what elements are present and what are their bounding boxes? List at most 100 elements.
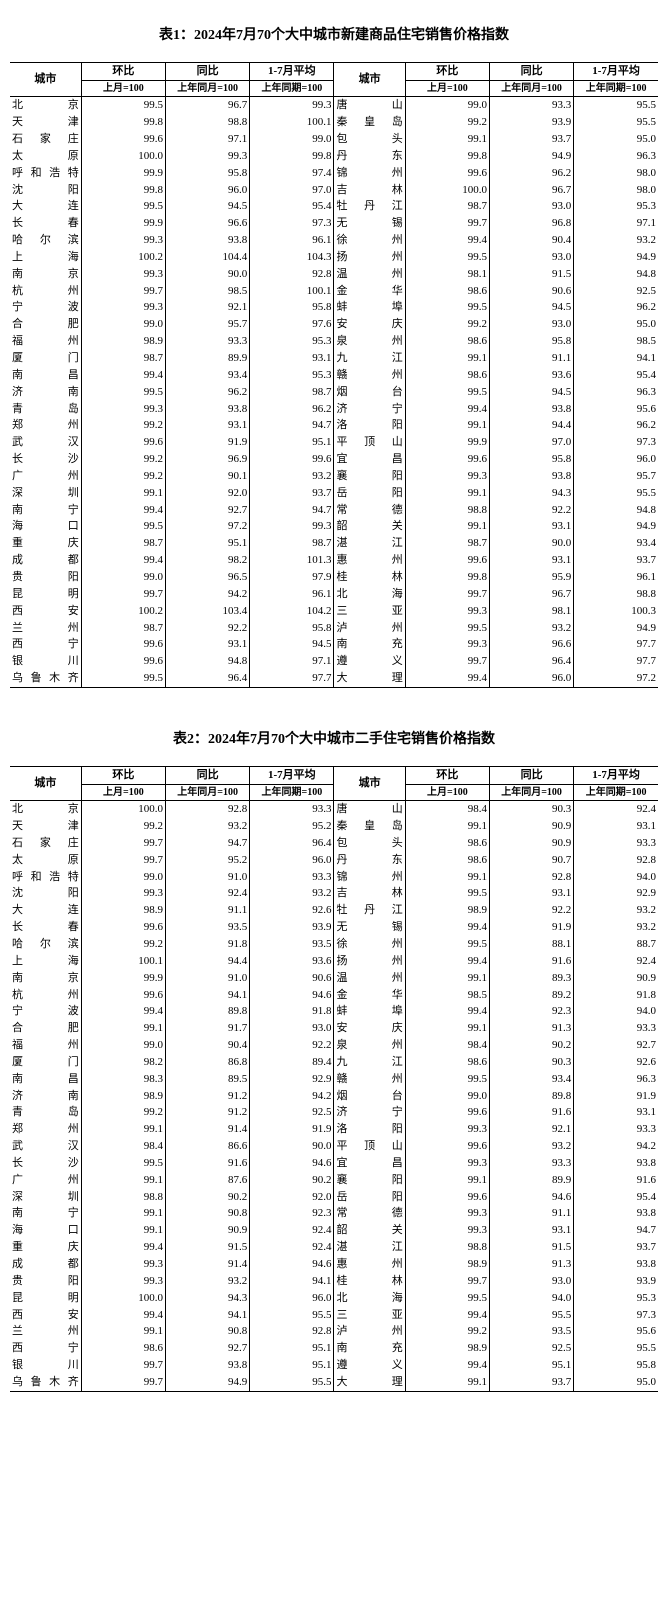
table-row: 呼和浩特99.995.897.4锦州99.696.298.0 <box>10 165 658 182</box>
table-row: 广州99.187.690.2襄阳99.189.991.6 <box>10 1172 658 1189</box>
yoy-cell: 93.1 <box>166 417 250 434</box>
mom-cell: 98.1 <box>405 266 489 283</box>
city-cell: 济宁 <box>334 401 405 418</box>
yoy-cell: 93.1 <box>166 636 250 653</box>
avg-cell: 96.4 <box>250 835 334 852</box>
city-cell: 哈尔滨 <box>10 936 81 953</box>
city-cell: 济南 <box>10 1088 81 1105</box>
table-row: 乌鲁木齐99.794.995.5大理99.193.795.0 <box>10 1374 658 1391</box>
mom-cell: 99.2 <box>405 114 489 131</box>
avg-cell: 93.2 <box>574 902 658 919</box>
city-cell: 扬州 <box>334 249 405 266</box>
yoy-cell: 94.5 <box>166 198 250 215</box>
avg-cell: 93.2 <box>250 885 334 902</box>
yoy-cell: 93.0 <box>489 1273 573 1290</box>
hdr-mom-right: 环比 <box>405 63 489 81</box>
city-cell: 上海 <box>10 249 81 266</box>
yoy-cell: 93.8 <box>489 468 573 485</box>
table-row: 厦门98.789.993.1九江99.191.194.1 <box>10 350 658 367</box>
mom-cell: 99.3 <box>405 603 489 620</box>
table-row: 武汉98.486.690.0平顶山99.693.294.2 <box>10 1138 658 1155</box>
yoy-cell: 94.5 <box>489 299 573 316</box>
avg-cell: 92.2 <box>250 1037 334 1054</box>
table2: 城市 环比 同比 1-7月平均 城市 环比 同比 1-7月平均 上月=100 上… <box>10 766 658 1392</box>
city-cell: 泸州 <box>334 620 405 637</box>
yoy-cell: 94.0 <box>489 1290 573 1307</box>
table-row: 郑州99.191.491.9洛阳99.392.193.3 <box>10 1121 658 1138</box>
city-cell: 银川 <box>10 653 81 670</box>
city-cell: 昆明 <box>10 586 81 603</box>
yoy-cell: 91.2 <box>166 1104 250 1121</box>
city-cell: 长春 <box>10 919 81 936</box>
mom-cell: 99.3 <box>81 1256 165 1273</box>
avg-cell: 91.9 <box>574 1088 658 1105</box>
city-cell: 西宁 <box>10 636 81 653</box>
city-cell: 南昌 <box>10 367 81 384</box>
yoy-cell: 95.7 <box>166 316 250 333</box>
city-cell: 郑州 <box>10 417 81 434</box>
mom-cell: 99.3 <box>81 232 165 249</box>
mom-cell: 99.6 <box>405 552 489 569</box>
avg-cell: 94.9 <box>574 518 658 535</box>
table-row: 银川99.694.897.1遵义99.796.497.7 <box>10 653 658 670</box>
mom-cell: 98.9 <box>81 333 165 350</box>
mom-cell: 99.4 <box>405 232 489 249</box>
avg-cell: 95.7 <box>574 468 658 485</box>
avg-cell: 93.1 <box>250 350 334 367</box>
mom-cell: 99.1 <box>405 1020 489 1037</box>
city-cell: 成都 <box>10 552 81 569</box>
mom-cell: 99.3 <box>405 1222 489 1239</box>
avg-cell: 95.5 <box>250 1374 334 1391</box>
table-row: 北京100.092.893.3唐山98.490.392.4 <box>10 801 658 818</box>
city-cell: 宜昌 <box>334 451 405 468</box>
yoy-cell: 92.2 <box>166 620 250 637</box>
mom-cell: 99.0 <box>81 569 165 586</box>
yoy-cell: 98.5 <box>166 283 250 300</box>
city-cell: 西宁 <box>10 1340 81 1357</box>
table-row: 宁波99.392.195.8蚌埠99.594.596.2 <box>10 299 658 316</box>
mom-cell: 99.6 <box>81 987 165 1004</box>
avg-cell: 93.3 <box>250 869 334 886</box>
avg-cell: 97.3 <box>574 1307 658 1324</box>
avg-cell: 96.3 <box>574 148 658 165</box>
city-cell: 乌鲁木齐 <box>10 1374 81 1391</box>
avg-cell: 94.1 <box>574 350 658 367</box>
yoy-cell: 96.6 <box>166 215 250 232</box>
city-cell: 襄阳 <box>334 468 405 485</box>
city-cell: 海口 <box>10 518 81 535</box>
mom-cell: 99.4 <box>405 1003 489 1020</box>
mom-cell: 99.6 <box>81 636 165 653</box>
city-cell: 北京 <box>10 97 81 114</box>
table-row: 乌鲁木齐99.596.497.7大理99.496.097.2 <box>10 670 658 687</box>
table-row: 济南99.596.298.7烟台99.594.596.3 <box>10 384 658 401</box>
city-cell: 北京 <box>10 801 81 818</box>
city-cell: 牡丹江 <box>334 198 405 215</box>
yoy-cell: 92.7 <box>166 502 250 519</box>
avg-cell: 95.0 <box>574 131 658 148</box>
yoy-cell: 90.9 <box>489 818 573 835</box>
table2-block: 表2：2024年7月70个大中城市二手住宅销售价格指数 城市 环比 同比 1-7… <box>10 728 658 1392</box>
mom-cell: 99.5 <box>405 249 489 266</box>
yoy-cell: 91.5 <box>489 1239 573 1256</box>
city-cell: 银川 <box>10 1357 81 1374</box>
avg-cell: 95.8 <box>574 1357 658 1374</box>
avg-cell: 97.1 <box>574 215 658 232</box>
avg-cell: 93.6 <box>250 953 334 970</box>
mom-cell: 99.0 <box>81 316 165 333</box>
city-cell: 郑州 <box>10 1121 81 1138</box>
yoy-cell: 94.9 <box>489 148 573 165</box>
avg-cell: 92.6 <box>250 902 334 919</box>
avg-cell: 90.6 <box>250 970 334 987</box>
table-row: 广州99.290.193.2襄阳99.393.895.7 <box>10 468 658 485</box>
table-row: 北京99.596.799.3唐山99.093.395.5 <box>10 97 658 114</box>
table-row: 长沙99.296.999.6宜昌99.695.896.0 <box>10 451 658 468</box>
avg-cell: 92.5 <box>574 283 658 300</box>
mom-cell: 99.4 <box>405 670 489 687</box>
table2-title: 表2：2024年7月70个大中城市二手住宅销售价格指数 <box>10 728 658 748</box>
mom-cell: 98.6 <box>405 852 489 869</box>
avg-cell: 93.9 <box>250 919 334 936</box>
yoy-cell: 92.1 <box>166 299 250 316</box>
mom-cell: 99.1 <box>81 1222 165 1239</box>
yoy-cell: 96.8 <box>489 215 573 232</box>
table-row: 西宁99.693.194.5南充99.396.697.7 <box>10 636 658 653</box>
